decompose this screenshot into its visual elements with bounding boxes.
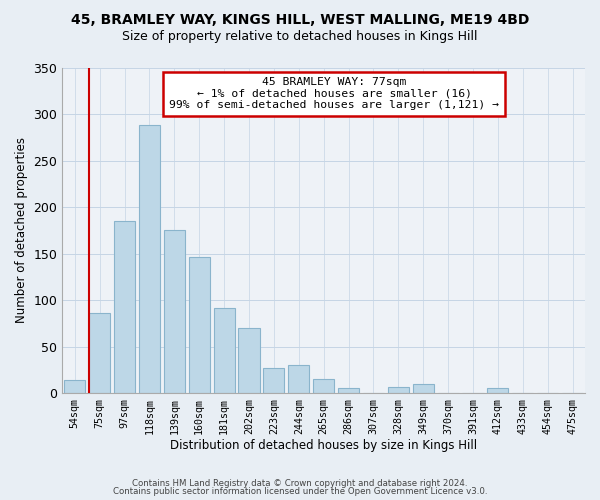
Bar xyxy=(214,308,235,393)
Bar xyxy=(164,230,185,393)
Bar xyxy=(114,221,135,393)
Text: Contains HM Land Registry data © Crown copyright and database right 2024.: Contains HM Land Registry data © Crown c… xyxy=(132,478,468,488)
Bar xyxy=(238,328,260,393)
Y-axis label: Number of detached properties: Number of detached properties xyxy=(15,138,28,324)
Bar xyxy=(64,380,85,393)
Bar xyxy=(388,386,409,393)
X-axis label: Distribution of detached houses by size in Kings Hill: Distribution of detached houses by size … xyxy=(170,440,477,452)
Text: Contains public sector information licensed under the Open Government Licence v3: Contains public sector information licen… xyxy=(113,487,487,496)
Bar xyxy=(263,368,284,393)
Bar xyxy=(288,365,310,393)
Text: 45, BRAMLEY WAY, KINGS HILL, WEST MALLING, ME19 4BD: 45, BRAMLEY WAY, KINGS HILL, WEST MALLIN… xyxy=(71,12,529,26)
Text: 45 BRAMLEY WAY: 77sqm
← 1% of detached houses are smaller (16)
99% of semi-detac: 45 BRAMLEY WAY: 77sqm ← 1% of detached h… xyxy=(169,78,499,110)
Bar xyxy=(413,384,434,393)
Bar xyxy=(313,379,334,393)
Bar xyxy=(188,258,210,393)
Text: Size of property relative to detached houses in Kings Hill: Size of property relative to detached ho… xyxy=(122,30,478,43)
Bar xyxy=(338,388,359,393)
Bar xyxy=(89,313,110,393)
Bar xyxy=(487,388,508,393)
Bar xyxy=(139,125,160,393)
